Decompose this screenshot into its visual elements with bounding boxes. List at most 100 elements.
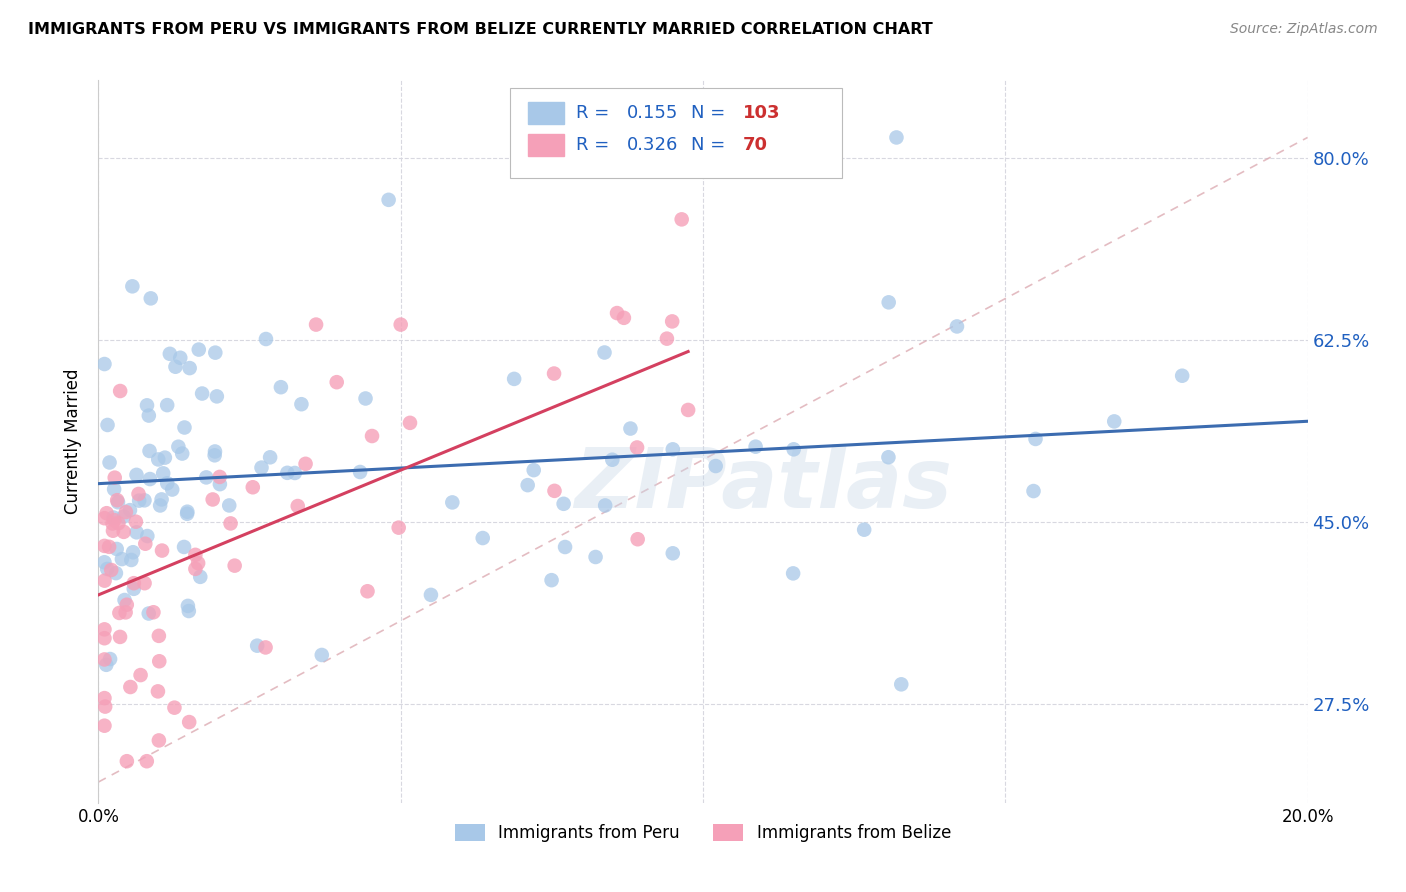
Point xyxy=(134,493,156,508)
Point xyxy=(169,351,191,365)
Point xyxy=(254,640,277,655)
Text: R =: R = xyxy=(576,103,614,122)
Point xyxy=(704,458,727,473)
Point xyxy=(103,510,125,524)
Point xyxy=(125,467,148,482)
Point xyxy=(163,700,186,714)
Point xyxy=(138,607,160,621)
Point xyxy=(219,516,242,531)
Point xyxy=(191,386,214,401)
Point xyxy=(98,652,121,666)
Point xyxy=(101,516,124,531)
Point xyxy=(204,444,226,458)
Point xyxy=(139,291,162,305)
Point xyxy=(112,524,135,539)
Point xyxy=(389,318,412,332)
Point xyxy=(208,470,231,484)
Point xyxy=(613,310,636,325)
Point xyxy=(242,480,264,494)
Point xyxy=(105,493,128,508)
Point xyxy=(93,652,115,666)
Point xyxy=(136,398,159,412)
Point xyxy=(176,507,198,521)
Point xyxy=(108,630,131,644)
Point xyxy=(93,574,115,588)
Text: ZIPatlas: ZIPatlas xyxy=(575,444,952,525)
Point xyxy=(93,539,115,553)
Point xyxy=(254,332,277,346)
Point xyxy=(626,441,648,455)
Point xyxy=(104,470,127,484)
Point xyxy=(122,545,145,559)
Point xyxy=(661,314,683,328)
Point xyxy=(134,537,156,551)
Point xyxy=(108,606,131,620)
Point xyxy=(540,573,562,587)
Point xyxy=(125,525,148,540)
Point xyxy=(134,576,156,591)
Point xyxy=(184,548,207,562)
Point xyxy=(150,543,173,558)
Point xyxy=(187,343,209,357)
Point xyxy=(107,495,129,509)
Point xyxy=(125,515,148,529)
Point xyxy=(149,499,172,513)
Point xyxy=(148,629,170,643)
Point xyxy=(853,523,876,537)
Point xyxy=(153,450,176,465)
Point xyxy=(377,193,399,207)
Point xyxy=(142,605,165,619)
Point xyxy=(159,347,181,361)
Point xyxy=(101,524,124,538)
Point xyxy=(98,540,121,554)
Point xyxy=(111,552,134,566)
Point xyxy=(208,477,231,491)
Bar xyxy=(527,135,564,156)
Point xyxy=(105,541,128,556)
Point xyxy=(1022,484,1045,499)
Point xyxy=(100,563,122,577)
Point xyxy=(112,509,135,524)
Point xyxy=(150,492,173,507)
Point xyxy=(139,472,162,486)
Point xyxy=(96,417,118,432)
Text: R =: R = xyxy=(576,136,614,154)
Point xyxy=(354,392,377,406)
Point xyxy=(886,130,908,145)
Bar xyxy=(527,102,564,124)
Point xyxy=(114,593,136,607)
Point xyxy=(96,657,118,672)
Point xyxy=(93,357,115,371)
Point xyxy=(259,450,281,465)
Point xyxy=(276,466,298,480)
Point xyxy=(205,389,228,403)
Text: 0.155: 0.155 xyxy=(627,103,678,122)
Legend: Immigrants from Peru, Immigrants from Belize: Immigrants from Peru, Immigrants from Be… xyxy=(449,817,957,848)
Point xyxy=(146,684,169,698)
Point xyxy=(93,511,115,525)
Point xyxy=(270,380,292,394)
Text: IMMIGRANTS FROM PERU VS IMMIGRANTS FROM BELIZE CURRENTLY MARRIED CORRELATION CHA: IMMIGRANTS FROM PERU VS IMMIGRANTS FROM … xyxy=(28,22,932,37)
Point xyxy=(167,440,190,454)
Point xyxy=(160,483,183,497)
Point xyxy=(325,375,347,389)
Point xyxy=(553,497,575,511)
Point xyxy=(187,556,209,570)
Point xyxy=(172,446,194,460)
Text: 70: 70 xyxy=(742,136,768,154)
Point xyxy=(122,576,145,591)
Point xyxy=(361,429,384,443)
Point xyxy=(388,521,411,535)
Point xyxy=(619,421,641,435)
Point xyxy=(103,482,125,496)
Point xyxy=(523,463,546,477)
Point xyxy=(93,631,115,645)
Point xyxy=(204,345,226,359)
Point xyxy=(1102,414,1125,428)
Point xyxy=(94,699,117,714)
Point xyxy=(148,733,170,747)
Point xyxy=(782,566,804,581)
Point xyxy=(1171,368,1194,383)
Point xyxy=(96,562,118,576)
Text: 103: 103 xyxy=(742,103,780,122)
